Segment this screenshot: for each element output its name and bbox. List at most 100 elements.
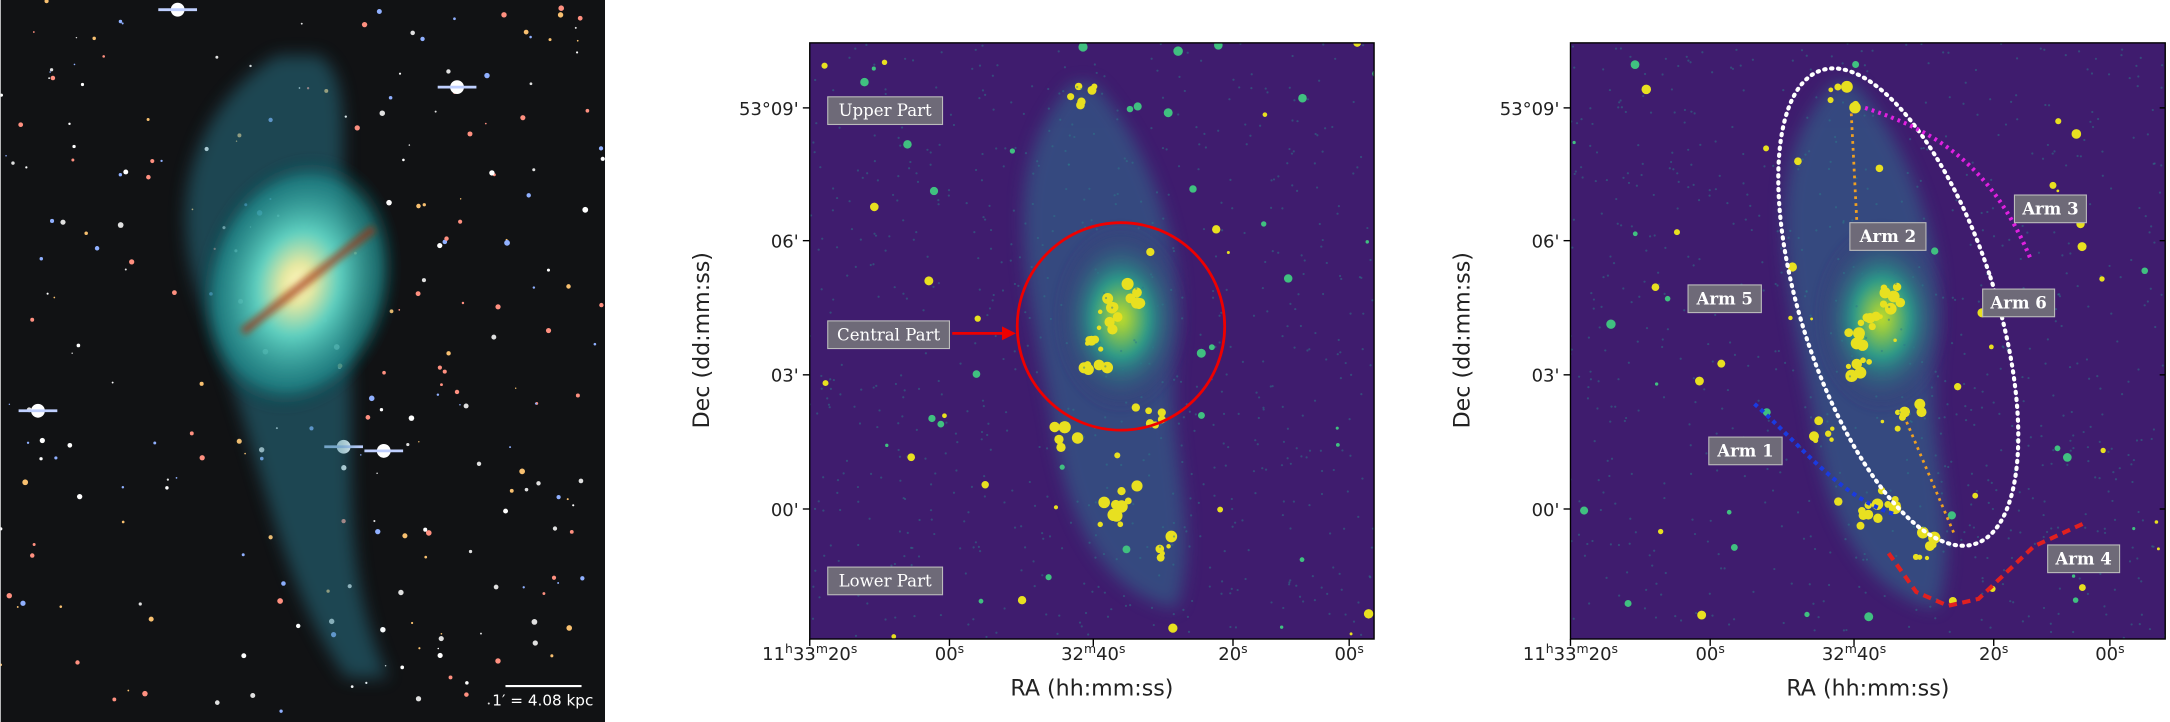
- tick-unit: s: [1880, 640, 1886, 655]
- star: [1730, 543, 1738, 551]
- star: [102, 55, 105, 58]
- noise: [1921, 284, 1924, 287]
- noise: [1103, 591, 1107, 594]
- star: [129, 259, 135, 265]
- noise: [1664, 57, 1667, 60]
- noise: [1151, 346, 1155, 349]
- noise: [1871, 114, 1875, 117]
- noise: [1739, 64, 1742, 67]
- noise: [2053, 150, 2056, 153]
- noise: [1045, 447, 1049, 450]
- noise: [2027, 376, 2030, 380]
- noise: [1709, 519, 1712, 522]
- noise: [811, 617, 815, 620]
- annotation-box: [1849, 222, 1927, 251]
- star: [16, 606, 19, 608]
- noise: [1909, 362, 1912, 365]
- noise: [1213, 494, 1216, 497]
- y-tick-label: 03': [771, 366, 799, 387]
- noise: [1092, 132, 1096, 135]
- knot: [1165, 530, 1178, 543]
- star: [398, 309, 401, 311]
- noise: [1195, 385, 1199, 388]
- star: [1056, 442, 1066, 453]
- noise: [929, 163, 932, 166]
- noise: [1805, 54, 1808, 57]
- star: [165, 486, 169, 490]
- noise: [820, 374, 823, 378]
- star: [1697, 610, 1707, 620]
- star: [870, 202, 879, 212]
- noise: [1332, 468, 1335, 472]
- noise: [1679, 357, 1682, 360]
- annotation-box: [827, 566, 944, 596]
- noise: [1344, 613, 1347, 616]
- noise: [2089, 120, 2092, 123]
- noise: [2116, 340, 2119, 343]
- noise: [1199, 535, 1202, 538]
- noise: [1302, 600, 1305, 603]
- annotation-box: [827, 96, 944, 126]
- noise: [1718, 174, 1721, 177]
- noise: [1356, 166, 1359, 169]
- star: [1349, 632, 1353, 636]
- noise: [1002, 165, 1005, 168]
- noise: [884, 249, 887, 252]
- noise: [1291, 119, 1294, 122]
- noise: [2113, 588, 2116, 591]
- noise: [1694, 401, 1697, 404]
- star: [1053, 505, 1059, 510]
- noise: [1357, 515, 1360, 519]
- noise: [1231, 207, 1234, 210]
- noise: [1203, 132, 1206, 135]
- noise: [1286, 162, 1289, 165]
- star: [2056, 189, 2060, 193]
- tick-number: 00: [1335, 644, 1358, 665]
- noise: [947, 189, 951, 192]
- noise: [992, 108, 995, 111]
- noise: [1609, 420, 1612, 423]
- noise: [2150, 437, 2153, 441]
- noise: [1629, 55, 1632, 58]
- noise: [1088, 187, 1091, 190]
- noise: [1800, 49, 1804, 52]
- noise: [935, 86, 938, 89]
- noise: [1172, 378, 1176, 381]
- noise: [1863, 64, 1866, 67]
- noise: [1194, 413, 1197, 416]
- knot: [1101, 361, 1114, 374]
- noise: [926, 255, 929, 258]
- noise: [2144, 215, 2147, 218]
- noise: [982, 404, 985, 408]
- noise: [1012, 209, 1016, 212]
- knot: [1115, 500, 1128, 513]
- noise: [2127, 380, 2130, 383]
- noise: [1340, 277, 1343, 281]
- star: [1059, 464, 1065, 470]
- noise: [1336, 212, 1339, 215]
- star: [354, 125, 360, 131]
- noise: [1362, 312, 1365, 315]
- noise: [1104, 416, 1107, 419]
- noise: [1254, 439, 1257, 442]
- star: [574, 26, 577, 29]
- noise: [2151, 545, 2154, 548]
- noise: [1241, 360, 1245, 363]
- noise: [1167, 193, 1170, 196]
- star: [296, 623, 301, 629]
- star: [0, 93, 3, 97]
- star: [44, 0, 49, 4]
- noise: [861, 176, 864, 179]
- x-tick-label: 00s: [2095, 640, 2124, 665]
- star: [11, 161, 15, 165]
- star: [365, 415, 371, 420]
- noise: [1150, 127, 1153, 130]
- noise: [1229, 592, 1232, 595]
- tick-number: 33: [793, 644, 816, 665]
- noise: [955, 469, 958, 472]
- noise: [1819, 192, 1822, 196]
- x-tick-label: 32m40s: [1822, 640, 1886, 665]
- noise: [1944, 135, 1948, 138]
- noise: [2078, 577, 2081, 580]
